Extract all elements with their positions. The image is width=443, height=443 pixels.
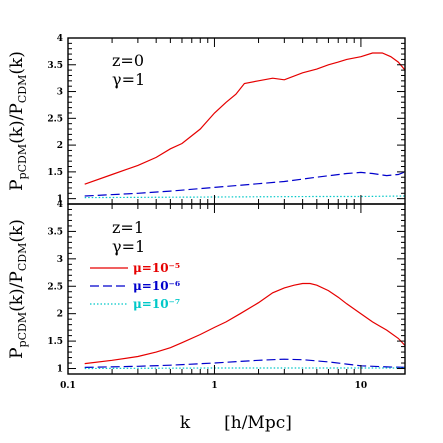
- top-ytick-label-1: 1.5: [47, 168, 63, 178]
- bot-series-line-1: [84, 358, 406, 368]
- xtick-label-1: 1: [211, 381, 217, 391]
- bottom-annotation-gamma: γ=1: [112, 237, 145, 256]
- bot-ytick-label-0: 1: [57, 365, 63, 375]
- bottom-annotation-z: z=1: [112, 218, 144, 237]
- top-series-line-0: [84, 52, 406, 185]
- bot-series-line-2: [84, 367, 405, 370]
- bot-ytick-label-4: 3: [57, 255, 63, 265]
- top-series-line-2: [84, 195, 406, 199]
- top-annotation-z: z=0: [112, 51, 144, 70]
- bottom-ticks-group: 1 1.5 2 2.5 3 3.5 4 0.1 1 10: [47, 200, 406, 391]
- bot-series-line-0: [84, 282, 406, 365]
- top-ytick-label-2: 2: [57, 141, 63, 151]
- bottom-y-axis-label: PpCDM(k)/PCDM(k): [7, 219, 29, 359]
- legend-label-mu-1e-7: μ=10⁻⁷: [133, 297, 180, 311]
- bot-ytick-label-6: 4: [57, 200, 63, 210]
- top-series-group: [84, 52, 406, 199]
- x-axis-label-k: k: [180, 413, 191, 433]
- bottom-frame: [67, 203, 406, 375]
- bot-ytick-label-2: 2: [57, 310, 63, 320]
- bot-ytick-label-5: 3.5: [47, 227, 63, 237]
- top-y-axis-label: PpCDM(k)/PCDM(k): [7, 51, 29, 191]
- bot-ytick-label-1: 1.5: [47, 337, 63, 347]
- top-ytick-label-6: 4: [57, 34, 63, 44]
- top-series-line-1: [84, 171, 406, 197]
- x-axis-label-unit: [h/Mpc]: [224, 413, 292, 433]
- legend-label-mu-1e-5: μ=10⁻⁵: [133, 261, 180, 275]
- legend: μ=10⁻⁵ μ=10⁻⁶ μ=10⁻⁷: [90, 261, 180, 311]
- xtick-label-0: 0.1: [60, 381, 76, 391]
- top-ytick-label-0: 1: [57, 195, 63, 205]
- bot-ytick-label-3: 2.5: [47, 282, 63, 292]
- top-ticks-group: 1 1.5 2 2.5 3 3.5 4: [47, 34, 406, 205]
- bottom-panel: 1 1.5 2 2.5 3 3.5 4 0.1 1 10 z=1 γ=1 PpCDM(k)/PCD…: [7, 200, 406, 391]
- bottom-series-group: [84, 282, 406, 370]
- top-ytick-label-3: 2.5: [47, 114, 63, 124]
- top-annotation-gamma: γ=1: [112, 70, 145, 89]
- top-panel: 1 1.5 2 2.5 3 3.5 4 z=0 γ=1 PpCDM(k)/PCDM(k): [7, 34, 406, 205]
- top-ytick-label-4: 3: [57, 88, 63, 98]
- xtick-label-2: 10: [355, 381, 368, 391]
- top-ytick-label-5: 3.5: [47, 61, 63, 71]
- legend-label-mu-1e-6: μ=10⁻⁶: [133, 279, 180, 293]
